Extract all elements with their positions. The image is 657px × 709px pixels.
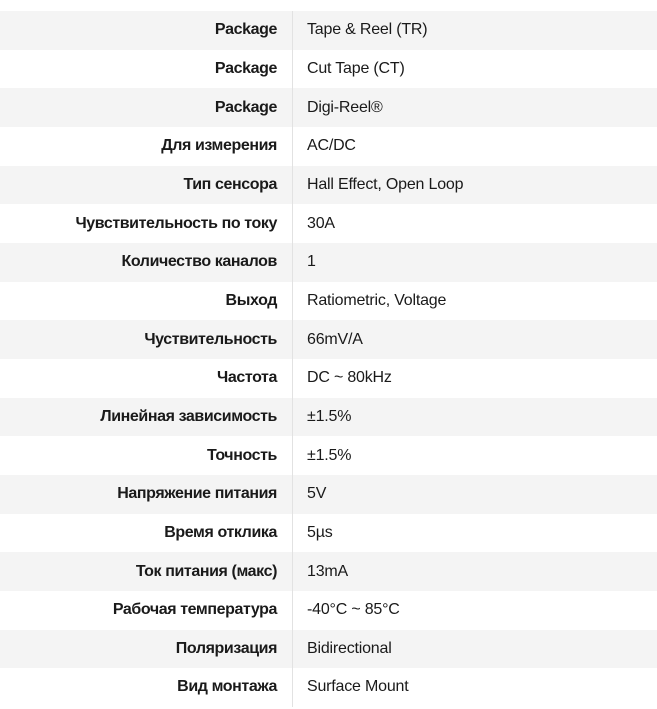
spec-row: Тип сенсора Hall Effect, Open Loop: [0, 165, 657, 205]
spec-label: Поляризация: [0, 629, 293, 669]
spec-row: Чувствительность по току 30A: [0, 204, 657, 243]
spec-row: Напряжение питания 5V: [0, 474, 657, 514]
spec-row: Количество каналов 1: [0, 242, 657, 282]
spec-row: Линейная зависимость ±1.5%: [0, 397, 657, 437]
spec-row: Ток питания (макс) 13mA: [0, 552, 657, 591]
spec-label: Чувствительность по току: [0, 204, 293, 243]
spec-label: Выход: [0, 281, 293, 321]
spec-row: Точность ±1.5%: [0, 436, 657, 475]
spec-label: Package: [0, 49, 293, 89]
spec-label: Тип сенсора: [0, 165, 293, 205]
spec-label: Ток питания (макс): [0, 552, 293, 591]
spec-value: Surface Mount: [307, 678, 409, 696]
spec-label: Частота: [0, 358, 293, 398]
spec-row: Чуствительность 66mV/A: [0, 320, 657, 359]
spec-value: ±1.5%: [307, 446, 352, 464]
spec-label: Время отклика: [0, 513, 293, 553]
spec-label: Напряжение питания: [0, 474, 293, 514]
spec-value: DC ~ 80kHz: [307, 369, 392, 387]
spec-label: Линейная зависимость: [0, 397, 293, 437]
spec-value: 5V: [307, 485, 327, 503]
spec-value: Ratiometric, Voltage: [307, 291, 447, 309]
spec-value: Bidirectional: [307, 639, 392, 657]
spec-label: Вид монтажа: [0, 668, 293, 707]
spec-row: Package Cut Tape (CT): [0, 49, 657, 89]
spec-value: Cut Tape (CT): [307, 59, 405, 77]
spec-value: 1: [307, 253, 316, 271]
spec-value: -40°C ~ 85°C: [307, 601, 400, 619]
spec-row: Выход Ratiometric, Voltage: [0, 281, 657, 321]
spec-row: Частота DC ~ 80kHz: [0, 358, 657, 398]
spec-label: Чуствительность: [0, 320, 293, 359]
spec-label: Точность: [0, 436, 293, 475]
spec-label: Package: [0, 88, 293, 127]
spec-row: Время отклика 5µs: [0, 513, 657, 553]
spec-value: AC/DC: [307, 137, 356, 155]
spec-value: 30A: [307, 214, 335, 232]
spec-value: 66mV/A: [307, 330, 363, 348]
spec-row: Вид монтажа Surface Mount: [0, 668, 657, 707]
spec-row: Package Digi-Reel®: [0, 88, 657, 127]
spec-value: 5µs: [307, 523, 333, 541]
specifications-table: Package Tape & Reel (TR) Package Cut Tape (…: [0, 11, 657, 707]
spec-value: Hall Effect, Open Loop: [307, 175, 464, 193]
spec-row: Для измерения AC/DC: [0, 126, 657, 166]
spec-value: 13mA: [307, 562, 348, 580]
spec-label: Рабочая температура: [0, 590, 293, 630]
spec-value: Tape & Reel (TR): [307, 21, 428, 39]
spec-row: Package Tape & Reel (TR): [0, 11, 657, 50]
spec-row: Рабочая температура -40°C ~ 85°C: [0, 590, 657, 630]
spec-value: Digi-Reel®: [307, 98, 383, 116]
spec-label: Для измерения: [0, 126, 293, 166]
spec-value: ±1.5%: [307, 407, 352, 425]
spec-label: Package: [0, 11, 293, 50]
spec-row: Поляризация Bidirectional: [0, 629, 657, 669]
spec-label: Количество каналов: [0, 242, 293, 282]
